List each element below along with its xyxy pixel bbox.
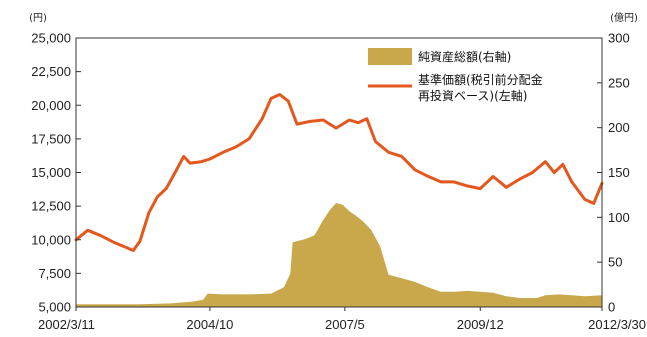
legend: 純資産総額(右軸) 基準価額(税引前分配金 再投資ベース)(左軸)	[368, 48, 543, 103]
x-tick-label: 2002/3/11	[38, 317, 95, 332]
x-tick-label: 2009/12	[457, 317, 504, 332]
right-axis: 0 50 100 150 200 250 300	[597, 31, 630, 315]
legend-label-line-2: 再投資ベース)(左軸)	[418, 88, 527, 103]
left-axis: 5,000 7,500 10,000 12,500 15,000 17,500 20,000…	[31, 31, 81, 315]
left-tick-label: 5,000	[38, 300, 71, 315]
left-tick-label: 20,000	[31, 98, 71, 113]
legend-label-line-1: 基準価額(税引前分配金	[418, 72, 543, 87]
left-tick-label: 10,000	[31, 232, 71, 247]
right-tick-label: 250	[608, 75, 630, 90]
x-tick-label: 2007/5	[325, 317, 365, 332]
right-tick-label: 50	[608, 255, 622, 270]
left-tick-label: 22,500	[31, 64, 71, 79]
x-tick-label: 2004/10	[186, 317, 233, 332]
legend-label-area: 純資産総額(右軸)	[418, 49, 511, 64]
right-tick-label: 200	[608, 120, 630, 135]
nav-line-layer	[74, 93, 604, 252]
left-tick-label: 15,000	[31, 165, 71, 180]
x-tick-label: 2012/3/30	[588, 317, 646, 332]
nav-line	[74, 93, 604, 252]
net-assets-area-layer	[76, 203, 602, 307]
x-axis: 2002/3/11 2004/10 2007/5 2009/12 2012/3/30	[38, 307, 646, 332]
left-tick-label: 25,000	[31, 31, 71, 46]
net-assets-area	[76, 203, 602, 307]
legend-swatch-area	[368, 48, 412, 65]
right-axis-unit: (億円)	[610, 11, 638, 24]
left-tick-label: 7,500	[38, 266, 71, 281]
left-tick-label: 17,500	[31, 131, 71, 146]
left-axis-unit: (円)	[29, 13, 47, 24]
right-tick-label: 0	[608, 300, 615, 315]
right-tick-label: 150	[608, 165, 630, 180]
right-tick-label: 100	[608, 210, 630, 225]
right-tick-label: 300	[608, 31, 630, 46]
left-tick-label: 12,500	[31, 199, 71, 214]
